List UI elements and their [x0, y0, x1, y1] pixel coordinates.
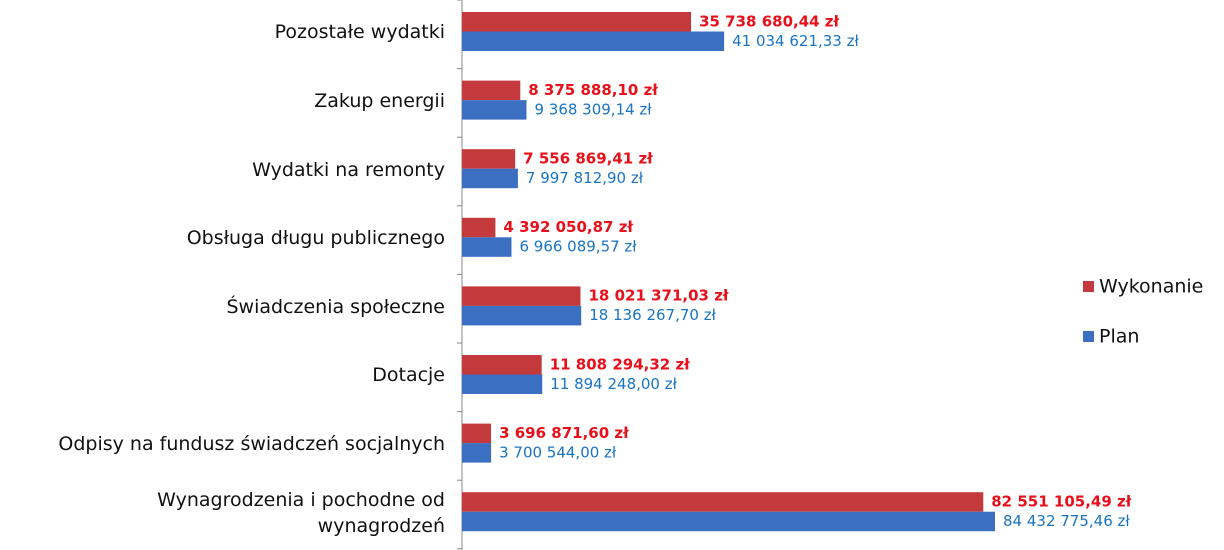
category-label: Świadczenia społeczne: [226, 295, 445, 318]
bar: [462, 511, 995, 532]
value-label: 11 894 248,00 zł: [550, 375, 677, 393]
value-label: 82 551 105,49 zł: [991, 492, 1131, 510]
bar: [462, 355, 542, 375]
value-label: 7 997 812,90 zł: [526, 169, 644, 187]
value-label: 3 700 544,00 zł: [499, 443, 617, 461]
bar: [462, 100, 527, 120]
category-label: Wynagrodzenia i pochodne od wynagrodzeń: [157, 488, 445, 537]
bar: [462, 168, 518, 189]
value-label: 18 136 267,70 zł: [589, 306, 716, 324]
category-label: Pozostałe wydatki: [274, 21, 445, 44]
bar: [462, 443, 492, 463]
bar: [462, 374, 543, 394]
value-label: 8 375 888,10 zł: [528, 81, 658, 99]
category-label: Odpisy na fundusz świadczeń socjalnych: [58, 432, 445, 455]
value-label: 41 034 621,33 zł: [732, 32, 859, 50]
bar: [462, 286, 581, 306]
value-label: 3 696 871,60 zł: [499, 424, 629, 442]
value-label: 9 368 309,14 zł: [534, 100, 652, 118]
bar: [462, 492, 984, 512]
legend-label: Plan: [1099, 326, 1139, 348]
bar: [462, 423, 492, 444]
value-label: 11 808 294,32 zł: [550, 355, 690, 373]
value-label: 4 392 050,87 zł: [503, 218, 633, 236]
category-label: Dotacje: [372, 364, 445, 387]
bar: [462, 149, 516, 169]
category-label: Obsługa długu publicznego: [186, 227, 445, 250]
category-label: Wydatki na remonty: [252, 158, 445, 181]
value-label: 84 432 775,46 zł: [1003, 512, 1130, 530]
bar: [462, 80, 521, 101]
bar: [462, 237, 512, 257]
legend-label: Wykonanie: [1099, 276, 1203, 298]
bar: [462, 31, 725, 51]
bar: [462, 217, 496, 238]
value-label: 7 556 869,41 zł: [523, 149, 653, 167]
bar: [462, 305, 582, 326]
legend-swatch: [1083, 331, 1094, 342]
value-label: 35 738 680,44 zł: [699, 12, 839, 30]
legend-swatch: [1083, 281, 1094, 292]
bar: [462, 12, 692, 32]
value-label: 18 021 371,03 zł: [588, 287, 728, 305]
category-label: Zakup energii: [314, 89, 445, 112]
value-label: 6 966 089,57 zł: [519, 238, 637, 256]
